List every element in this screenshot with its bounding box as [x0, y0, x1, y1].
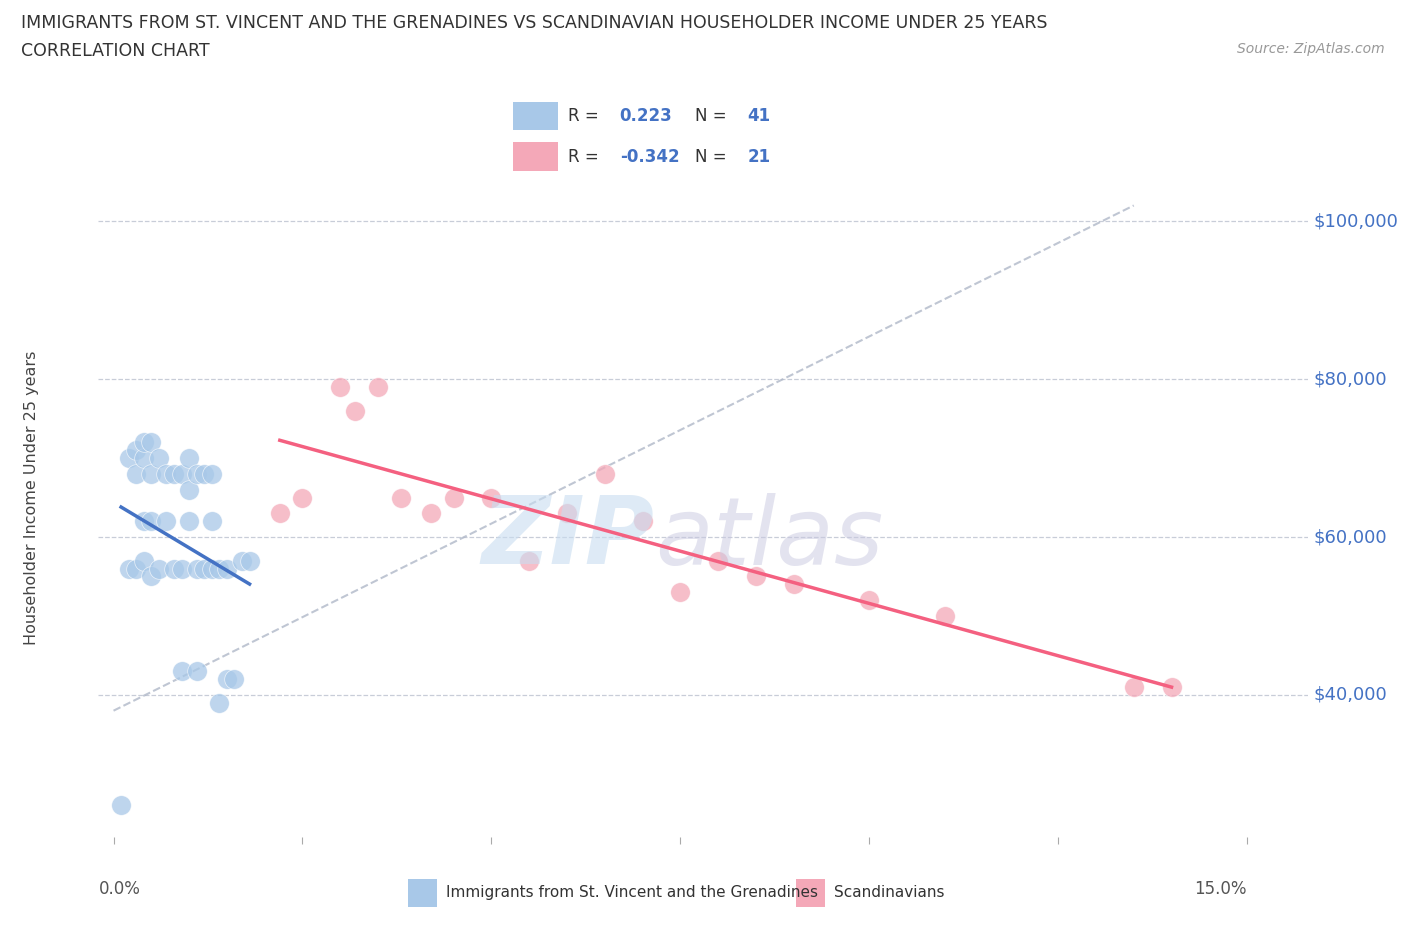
Text: $60,000: $60,000	[1313, 528, 1388, 546]
Point	[344, 404, 367, 418]
Point	[208, 696, 231, 711]
Text: 0.223: 0.223	[620, 107, 672, 125]
Point	[419, 506, 441, 521]
Text: $80,000: $80,000	[1313, 370, 1388, 388]
Text: 41: 41	[747, 107, 770, 125]
Point	[231, 553, 253, 568]
Point	[555, 506, 578, 521]
Point	[782, 577, 804, 591]
Point	[163, 561, 186, 576]
Point	[224, 671, 246, 686]
Point	[141, 435, 163, 450]
Point	[193, 561, 215, 576]
Text: R =: R =	[568, 107, 605, 125]
Point	[1122, 680, 1144, 695]
Text: $100,000: $100,000	[1313, 212, 1399, 231]
Point	[125, 443, 148, 458]
Point	[141, 467, 163, 482]
Text: N =: N =	[696, 107, 733, 125]
Point	[208, 561, 231, 576]
Text: IMMIGRANTS FROM ST. VINCENT AND THE GRENADINES VS SCANDINAVIAN HOUSEHOLDER INCOM: IMMIGRANTS FROM ST. VINCENT AND THE GREN…	[21, 14, 1047, 32]
Point	[745, 569, 768, 584]
Text: atlas: atlas	[655, 493, 883, 584]
Text: 21: 21	[747, 148, 770, 166]
Text: 0.0%: 0.0%	[98, 881, 141, 898]
Point	[215, 561, 238, 576]
Point	[132, 435, 155, 450]
Point	[193, 467, 215, 482]
Point	[479, 490, 503, 505]
Point	[517, 553, 540, 568]
Text: Householder Income Under 25 years: Householder Income Under 25 years	[24, 351, 39, 644]
Point	[148, 451, 170, 466]
Point	[132, 553, 155, 568]
Point	[186, 467, 208, 482]
Point	[141, 569, 163, 584]
Point	[201, 561, 224, 576]
Text: -0.342: -0.342	[620, 148, 679, 166]
Point	[177, 451, 201, 466]
Point	[669, 585, 692, 600]
Point	[118, 451, 141, 466]
Point	[593, 467, 616, 482]
Point	[177, 483, 201, 498]
Point	[201, 467, 224, 482]
Point	[141, 513, 163, 528]
Point	[125, 467, 148, 482]
Point	[132, 513, 155, 528]
Point	[118, 561, 141, 576]
Point	[170, 467, 193, 482]
Text: Scandinavians: Scandinavians	[834, 885, 945, 900]
Bar	[408, 879, 437, 907]
Point	[148, 561, 170, 576]
Point	[367, 379, 389, 394]
Point	[201, 513, 224, 528]
Point	[1160, 680, 1182, 695]
Bar	[796, 879, 825, 907]
Point	[155, 513, 177, 528]
Point	[329, 379, 352, 394]
Point	[163, 467, 186, 482]
Text: N =: N =	[696, 148, 733, 166]
Point	[631, 513, 654, 528]
Point	[110, 798, 132, 813]
Point	[186, 561, 208, 576]
Point	[269, 506, 291, 521]
Text: $40,000: $40,000	[1313, 686, 1388, 704]
Text: ZIP: ZIP	[482, 492, 655, 584]
Point	[238, 553, 262, 568]
Point	[443, 490, 465, 505]
Text: 15.0%: 15.0%	[1195, 881, 1247, 898]
Text: Immigrants from St. Vincent and the Grenadines: Immigrants from St. Vincent and the Gren…	[446, 885, 818, 900]
Point	[170, 664, 193, 679]
Point	[155, 467, 177, 482]
Text: Source: ZipAtlas.com: Source: ZipAtlas.com	[1237, 42, 1385, 56]
Text: R =: R =	[568, 148, 605, 166]
Point	[170, 561, 193, 576]
Text: CORRELATION CHART: CORRELATION CHART	[21, 42, 209, 60]
Point	[186, 664, 208, 679]
Point	[125, 561, 148, 576]
Bar	[513, 101, 558, 130]
Point	[934, 608, 956, 623]
Point	[132, 451, 155, 466]
Point	[215, 671, 238, 686]
Point	[177, 513, 201, 528]
Point	[389, 490, 412, 505]
Point	[291, 490, 314, 505]
Bar	[513, 142, 558, 171]
Point	[707, 553, 730, 568]
Point	[858, 592, 880, 607]
